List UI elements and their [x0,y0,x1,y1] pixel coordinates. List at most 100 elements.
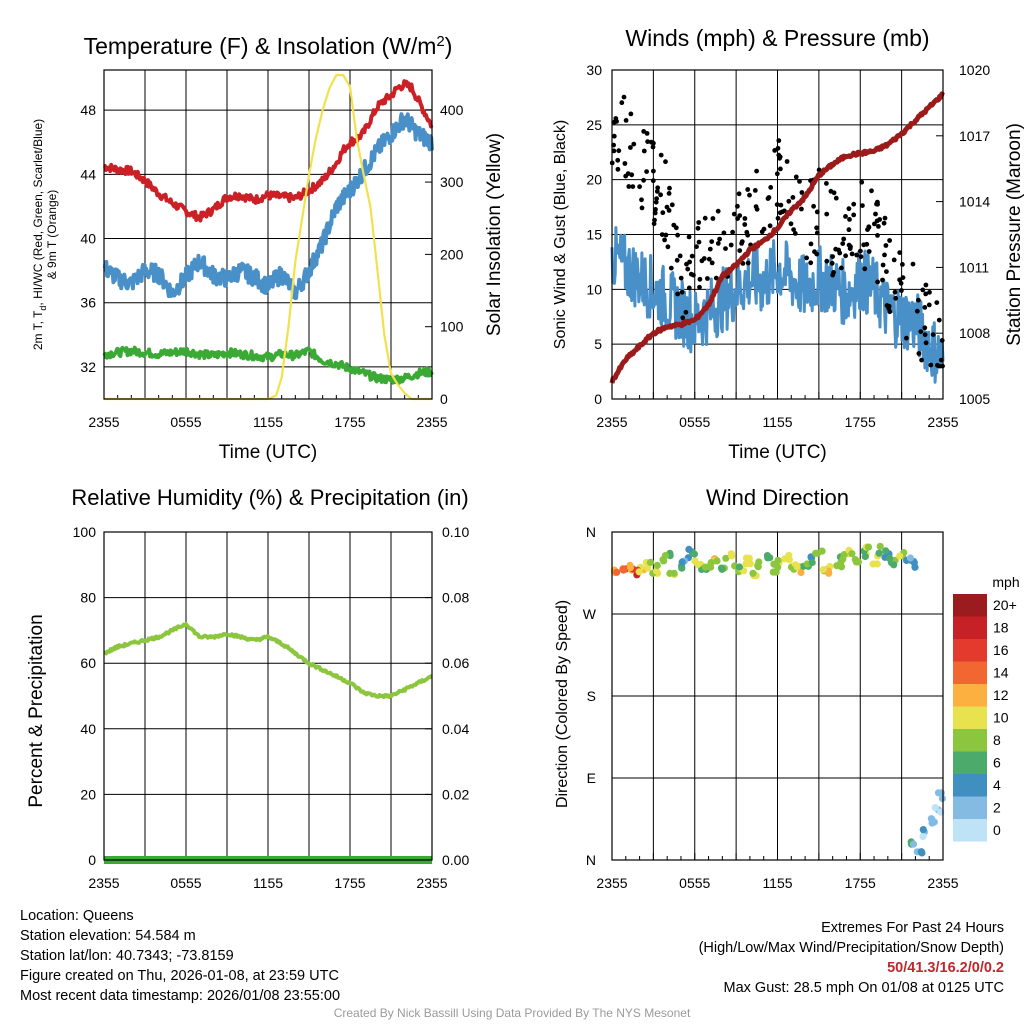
gust-point [886,306,892,311]
colorbar-swatch [953,796,987,819]
gust-point [654,196,659,202]
dir-ytick-label: N [586,524,596,540]
gust-point [887,238,892,243]
extremes-info: Extremes For Past 24 Hours (High/Low/Max… [699,918,1004,998]
max-gust: Max Gust: 28.5 mph On 01/08 at 0125 UTC [723,980,1004,996]
gust-point [829,260,835,266]
wind-direction-point [613,568,621,576]
panel3-xtick-label: 1155 [253,875,283,891]
sonic-wind-line [610,226,945,384]
rh-ytick-label: 0 [88,852,96,868]
wind-direction-point [742,560,750,568]
temp-ytick-right-label: 300 [440,174,464,190]
wind-direction-point [886,554,894,563]
wind-direction-point [713,557,721,565]
gust-point [688,271,694,277]
gust-point [792,231,798,236]
panel2-xtick-label: 0555 [679,414,710,430]
wind-direction-point [635,568,643,576]
gust-point [923,291,929,297]
gust-point [650,178,656,184]
colorbar-tick-label: 10 [993,710,1009,726]
gust-point [846,206,852,212]
gust-point [723,246,728,252]
windchill-line [102,112,434,301]
gust-point [658,192,663,198]
rh-ytick-right-label: 0.02 [442,786,469,802]
gust-point [666,208,672,213]
temperature-line [103,79,434,223]
gust-point [709,239,715,245]
rh-ytick-right-label: 0.06 [442,655,469,671]
gust-point [786,198,792,204]
dir-chart-title: Wind Direction [706,485,849,510]
colorbar-tick-label: 18 [993,620,1009,636]
gust-point [851,201,857,207]
wind-ytick-label: 10 [586,281,602,297]
gust-point [641,148,647,154]
gust-point [830,272,836,278]
gust-point [686,285,692,291]
gust-point [797,179,802,184]
gust-point [833,195,839,201]
gust-point [881,220,887,226]
temp-yaxis-right-label: Solar Insolation (Yellow) [484,133,505,336]
gust-point [880,277,885,283]
gust-point [628,111,634,117]
gust-point [686,234,692,240]
wind-direction-point [861,552,869,561]
gust-point [736,191,742,197]
wind-direction-point [766,554,774,562]
gust-point [715,208,721,214]
gust-point [745,260,751,266]
gust-point [861,242,867,248]
dir-ytick-label: N [586,852,596,868]
gust-point [847,246,853,252]
colorbar-tick-label: 12 [993,687,1009,703]
wind-direction-point [670,569,678,577]
rh-ytick-label: 60 [80,655,96,671]
gust-point [927,289,932,295]
panel2-xtick-label: 2355 [927,414,958,430]
gust-point [626,184,632,189]
gust-point [774,202,780,208]
wind-direction-point [864,543,873,551]
gust-point [696,239,702,245]
gust-point [663,159,668,165]
gust-point [814,251,820,257]
gust-point [839,265,844,271]
gust-point [930,332,936,337]
wind-direction-point [678,564,686,572]
gust-point [696,220,702,225]
station-location: Location: Queens [20,908,134,924]
gust-point [616,148,622,154]
gust-point [830,254,835,259]
gust-point [615,166,621,172]
gust-point [653,199,659,205]
gust-point [705,276,710,281]
rh-ytick-label: 100 [73,524,97,540]
gust-point [742,216,748,221]
colorbar-swatch [953,661,987,684]
wind-direction-point [882,547,890,555]
gust-point [658,152,664,158]
wind-direction-point [749,569,757,577]
colorbar-units-label: mph [992,574,1019,590]
gust-point [759,229,765,235]
colorbar-tick-label: 2 [993,800,1001,816]
gust-point [765,196,771,202]
gust-point [859,179,865,185]
temp-ytick-right-label: 100 [440,319,464,335]
gust-point [776,152,782,158]
gust-point [862,266,868,272]
wind-direction-point [848,550,856,558]
rh-ytick-label: 80 [80,590,96,606]
wind-direction-point [825,569,833,577]
gust-point [858,254,864,260]
gust-point [804,255,809,261]
wind-direction-point [931,804,939,812]
temp-chart-title: Temperature (F) & Insolation (W/m2) [84,33,453,59]
wind-direction-point [873,560,881,568]
gust-point [706,256,712,262]
gust-point [897,250,903,256]
